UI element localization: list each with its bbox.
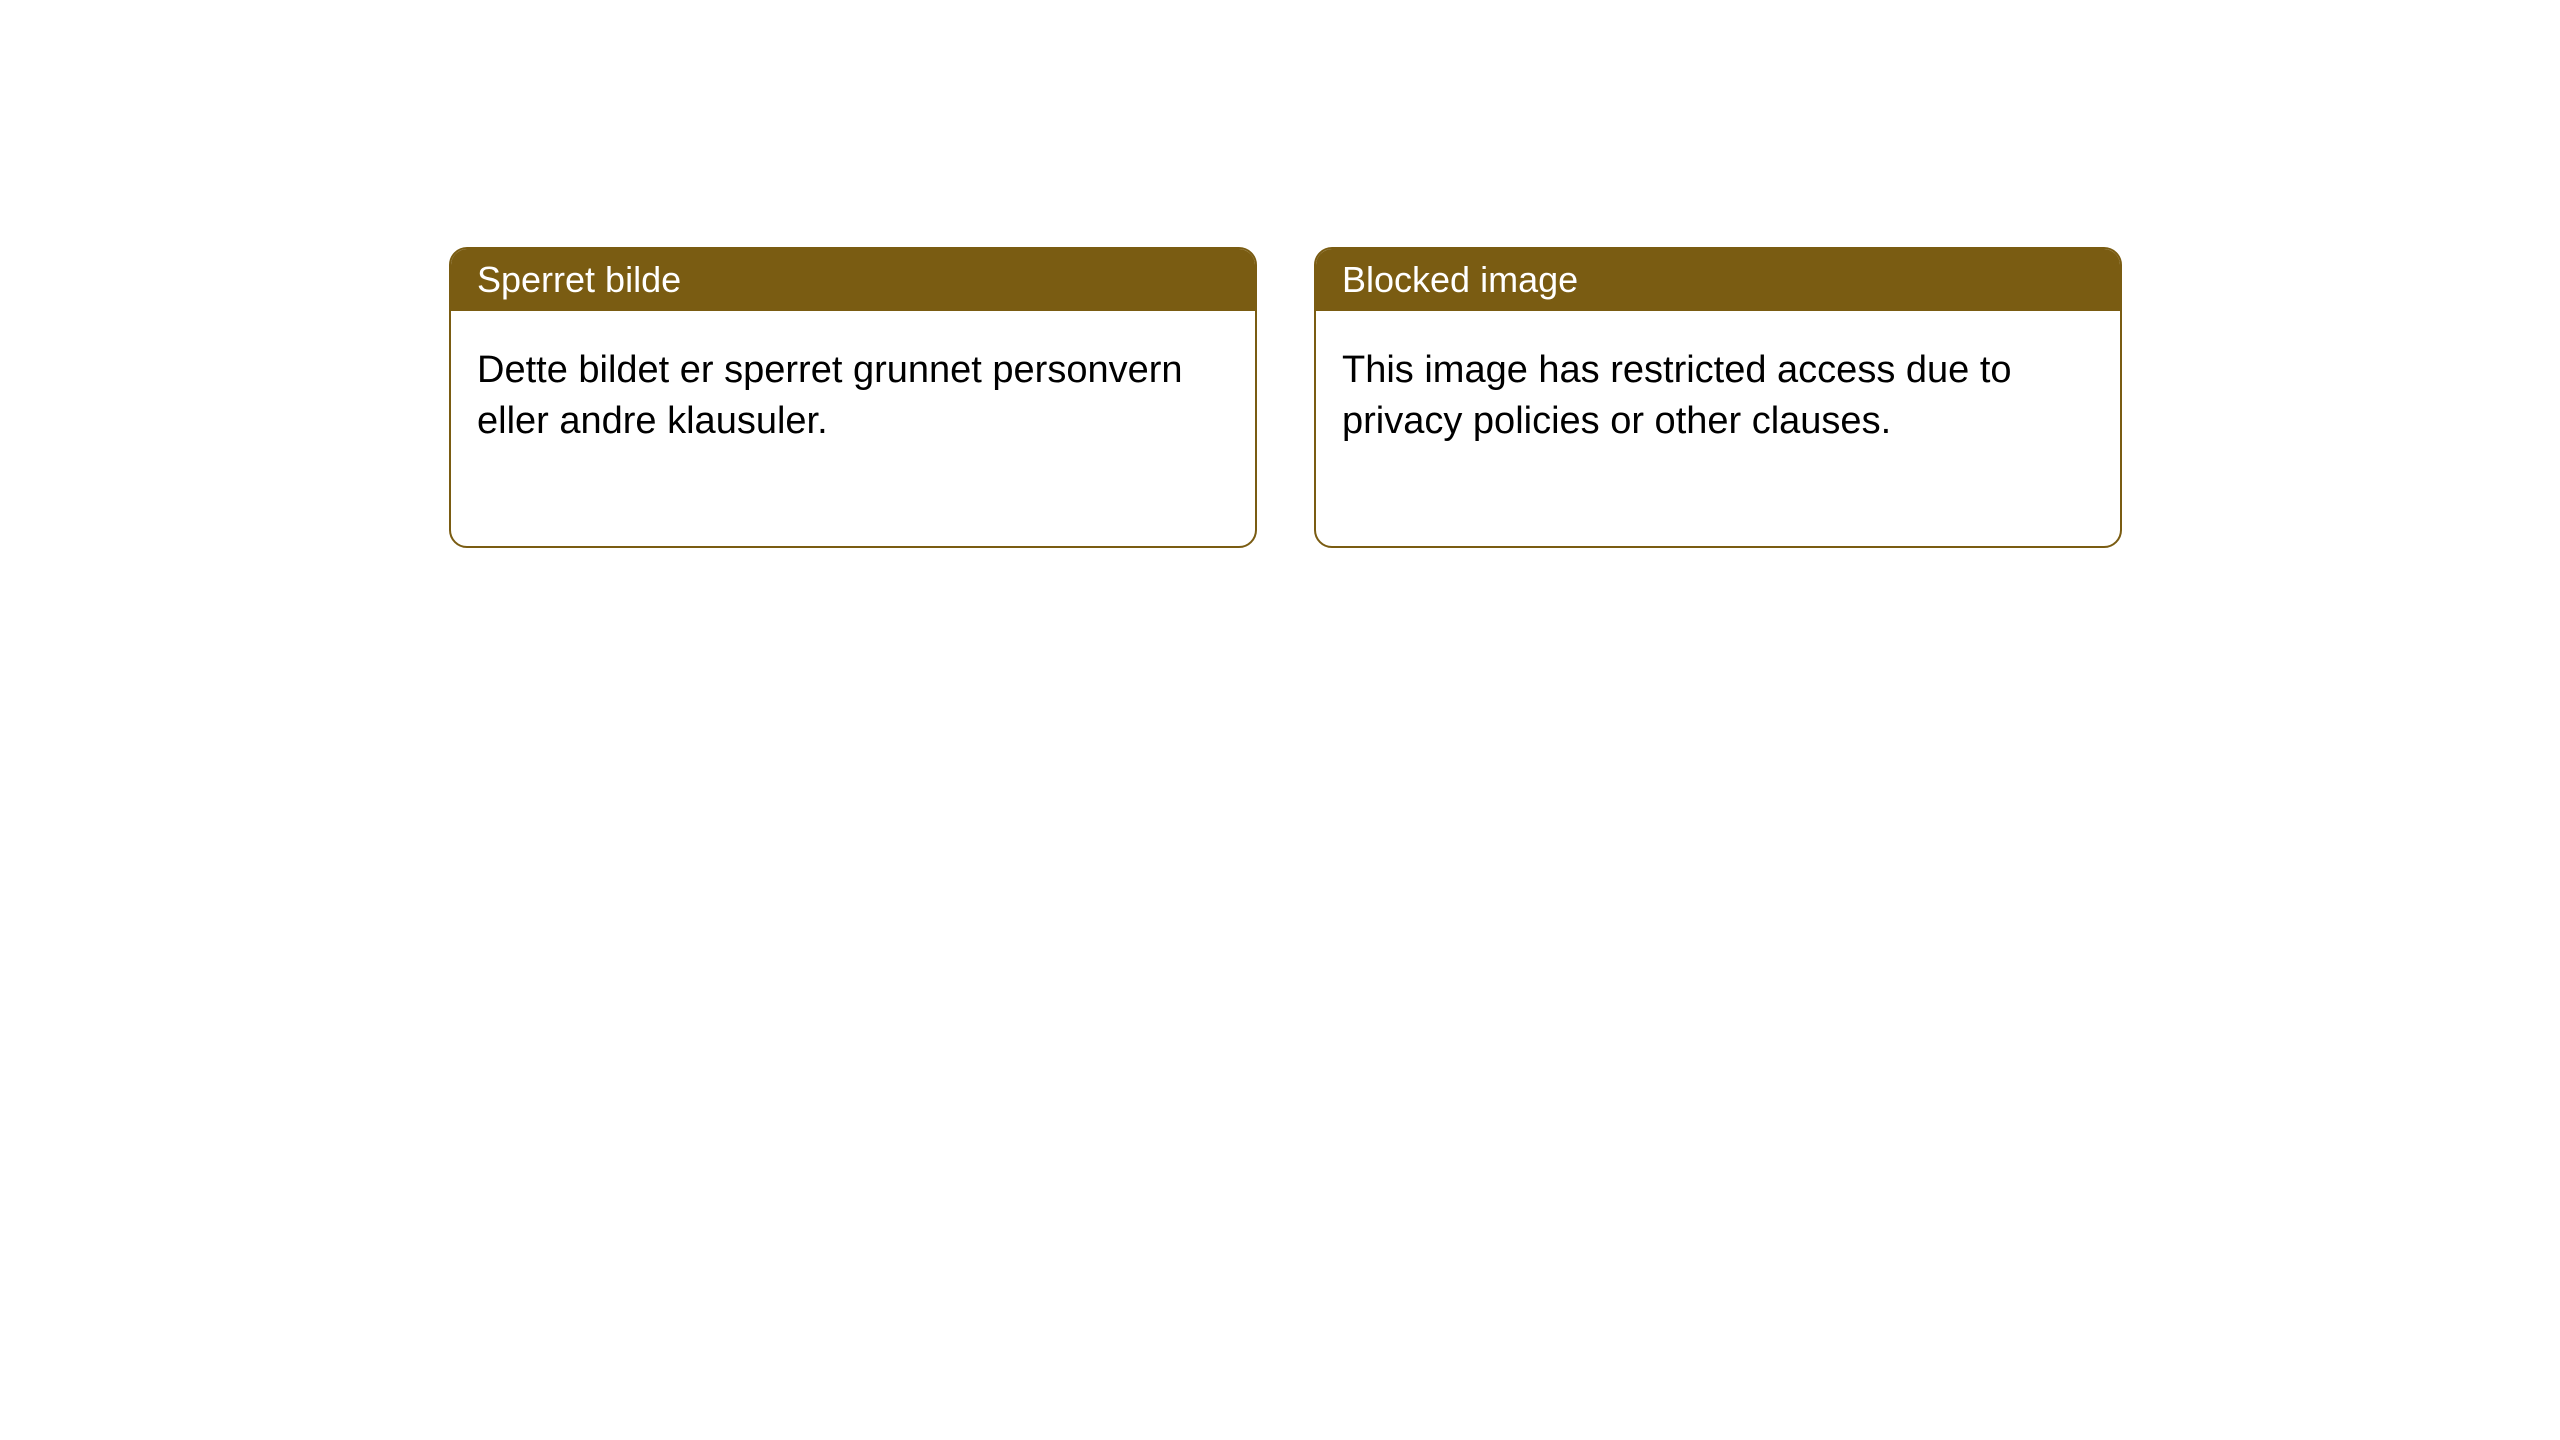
notice-header: Sperret bilde: [451, 249, 1255, 311]
notice-card-english: Blocked image This image has restricted …: [1314, 247, 2122, 548]
notice-container: Sperret bilde Dette bildet er sperret gr…: [0, 0, 2560, 548]
notice-card-norwegian: Sperret bilde Dette bildet er sperret gr…: [449, 247, 1257, 548]
notice-body: Dette bildet er sperret grunnet personve…: [451, 311, 1255, 546]
notice-header: Blocked image: [1316, 249, 2120, 311]
notice-body: This image has restricted access due to …: [1316, 311, 2120, 546]
